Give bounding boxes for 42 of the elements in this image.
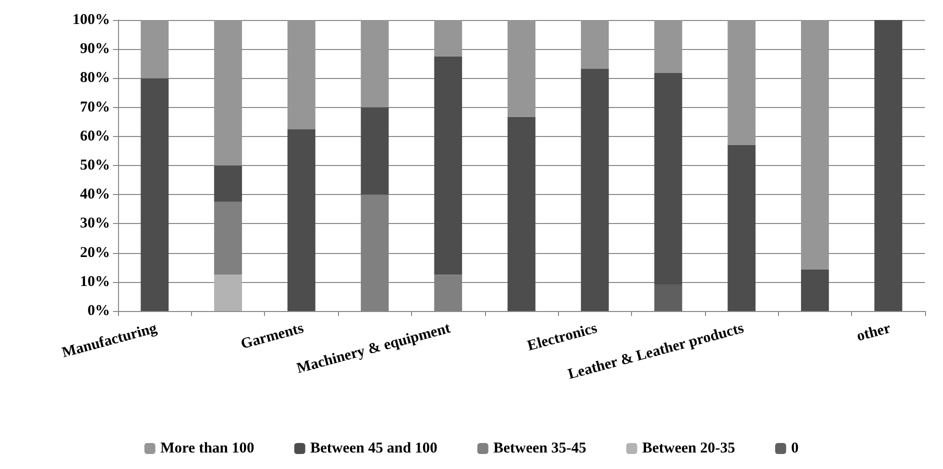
- legend-label: Between 20-35: [642, 440, 736, 456]
- bar: [654, 20, 682, 73]
- bar: [287, 129, 316, 311]
- bar: [214, 166, 242, 202]
- bar: [360, 107, 389, 195]
- legend-label: More than 100: [160, 440, 254, 456]
- y-tick-label: 30%: [80, 216, 110, 232]
- y-tick-label: 0%: [88, 303, 110, 319]
- x-tick-label: other: [855, 320, 893, 345]
- bar: [728, 20, 756, 145]
- bar: [214, 20, 242, 166]
- bar: [434, 56, 462, 275]
- bar: [140, 20, 169, 78]
- x-tick-label: Electronics: [526, 320, 600, 354]
- bar: [140, 78, 169, 311]
- y-tick-label: 80%: [80, 70, 110, 86]
- bar: [728, 144, 756, 311]
- y-tick-label: 100%: [72, 12, 110, 28]
- y-tick-label: 90%: [80, 41, 110, 58]
- legend-label: Between 35-45: [493, 440, 586, 456]
- bar: [360, 20, 389, 108]
- y-tick-label: 70%: [80, 99, 110, 116]
- bar: [214, 274, 242, 311]
- bar: [580, 20, 609, 69]
- bar: [508, 116, 536, 311]
- bar: [654, 72, 682, 285]
- bar: [434, 20, 462, 56]
- y-tick-label: 40%: [80, 186, 110, 203]
- bar: [654, 284, 682, 311]
- y-tick-label: 10%: [80, 274, 110, 290]
- bar: [287, 20, 316, 130]
- bar: [580, 68, 609, 311]
- y-tick-label: 50%: [80, 158, 110, 174]
- bar: [508, 20, 536, 117]
- y-tick-label: 60%: [80, 128, 110, 144]
- bar: [874, 20, 902, 311]
- bar: [801, 269, 829, 311]
- legend-label: Between 45 and 100: [310, 440, 438, 456]
- bar: [801, 20, 829, 270]
- legend-label: 0: [791, 440, 799, 456]
- x-tick-label: Garments: [239, 320, 306, 353]
- y-tick-label: 20%: [80, 244, 110, 261]
